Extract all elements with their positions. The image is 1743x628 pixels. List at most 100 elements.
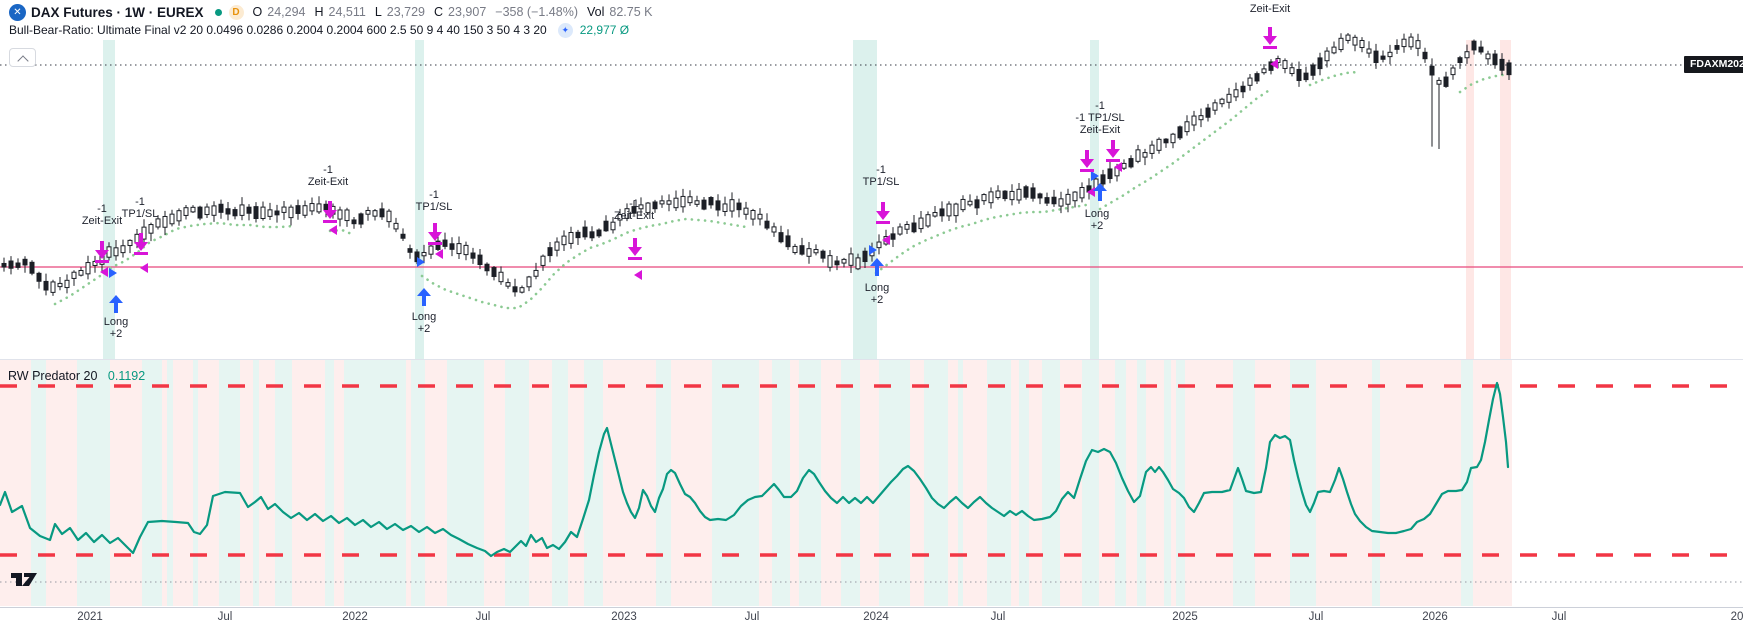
arrow-shaft	[139, 233, 143, 243]
indicator-row[interactable]: Bull-Bear-Ratio: Ultimate Final v2 20 0.…	[9, 21, 656, 39]
indicator-sparkle-icon[interactable]: ✦	[557, 22, 573, 38]
indicator-background-stripe	[253, 360, 259, 606]
indicator-background-stripe	[1276, 360, 1290, 606]
data-mode-badge[interactable]: D	[228, 4, 244, 20]
arrow-shaft	[328, 201, 332, 211]
trade-marker-label: -1 Zeit-Exit	[1249, 0, 1291, 15]
indicator-background-stripe	[13, 360, 31, 606]
entry-arrow-up-icon	[1093, 183, 1107, 202]
symbol-title[interactable]: DAX Futures · 1W · EUREX	[31, 4, 204, 20]
indicator-background-stripe	[466, 360, 476, 606]
time-axis-label: 20	[1730, 611, 1743, 623]
pane2-legend[interactable]: RW Predator 20 0.1192	[8, 369, 145, 383]
indicator-background-stripe	[362, 360, 380, 606]
indicator-background-stripe	[1331, 360, 1345, 606]
time-axis[interactable]: 2021 Jul 2022 Jul 2023 Jul 2024 Jul 2025 Jul 2026 J…	[0, 607, 1743, 628]
trade-marker-label: -1 Zeit-Exit	[307, 164, 349, 188]
indicator-background-stripe	[380, 360, 386, 606]
arrow-base	[1263, 46, 1277, 49]
arrow-shaft	[1098, 190, 1102, 201]
indicator-background-stripe	[1185, 360, 1197, 606]
arrow-shaft	[114, 302, 118, 313]
entry-arrow-up-icon	[870, 258, 884, 277]
arrow-head	[417, 288, 431, 296]
indicator-background-stripe	[325, 360, 334, 606]
indicator-background-stripe	[1398, 360, 1422, 606]
exit-arrow-down-icon	[1105, 140, 1121, 162]
indicator-title[interactable]: Bull-Bear-Ratio: Ultimate Final v2 20 0.…	[9, 23, 547, 37]
entry-triangle-icon	[417, 257, 425, 267]
session-highlight-band	[1466, 40, 1474, 360]
indicator-background-stripe	[1372, 360, 1380, 606]
symbol-row[interactable]: ✕ DAX Futures · 1W · EUREX D O 24,294 H …	[9, 3, 656, 21]
high-label: H	[314, 5, 324, 19]
exit-arrow-down-icon	[1079, 150, 1095, 172]
arrow-base	[876, 221, 890, 224]
indicator-background-stripe	[1380, 360, 1398, 606]
collapse-pane-button[interactable]	[9, 48, 36, 67]
indicator-background-stripe	[799, 360, 821, 606]
trade-marker-label: -1 TP1/SL	[121, 196, 159, 220]
indicator-background-stripe	[678, 360, 689, 606]
trade-marker-label: Long +2	[1084, 208, 1110, 232]
chevron-up-icon	[16, 54, 29, 67]
pane2-indicator-title[interactable]: RW Predator 20	[8, 369, 98, 383]
exit-triangle-icon	[882, 235, 890, 245]
indicator-background-stripe	[689, 360, 712, 606]
indicator-background-stripe	[958, 360, 963, 606]
low-label: L	[374, 5, 382, 19]
session-highlight-band	[853, 40, 877, 360]
indicator-background-stripe	[219, 360, 240, 606]
chart-legend: ✕ DAX Futures · 1W · EUREX D O 24,294 H …	[9, 3, 656, 39]
session-highlight-band	[103, 40, 115, 360]
trade-marker-label: -1 TP1/SL	[415, 189, 453, 213]
indicator-background-stripe	[46, 360, 63, 606]
indicator-background-stripe	[399, 360, 406, 606]
exit-triangle-icon	[634, 270, 642, 280]
market-status-icon[interactable]	[214, 8, 222, 16]
symbol-logo-icon: ✕	[9, 3, 26, 21]
indicator-background-stripe	[1115, 360, 1126, 606]
indicator-background-stripe	[303, 360, 325, 606]
arrow-shaft	[422, 295, 426, 306]
exit-triangle-icon	[140, 263, 148, 273]
indicator-background-stripe	[987, 360, 1011, 606]
indicator-background-stripe	[334, 360, 344, 606]
indicator-background-stripe	[156, 360, 162, 606]
arrow-head	[95, 250, 109, 259]
indicator-background-stripe	[1422, 360, 1439, 606]
indicator-background-stripe	[406, 360, 411, 606]
trade-marker-label: -1 Zeit-Exit	[81, 203, 123, 227]
arrow-head	[870, 258, 884, 266]
trade-marker-label: Long +2	[103, 316, 129, 340]
indicator-background-stripe	[1099, 360, 1115, 606]
indicator-background-stripe	[1366, 360, 1372, 606]
arrow-base	[134, 252, 148, 255]
indicator-background-stripe	[198, 360, 219, 606]
high-value: 24,511	[328, 5, 366, 19]
indicator-background-stripe	[0, 360, 13, 606]
entry-triangle-icon	[109, 268, 117, 278]
open-value: 24,294	[267, 5, 306, 19]
indicator-background-stripe	[759, 360, 772, 606]
indicator-background-stripe	[63, 360, 77, 606]
indicator-background-stripe	[1042, 360, 1060, 606]
exit-arrow-down-icon	[427, 223, 443, 245]
arrow-shaft	[433, 223, 437, 233]
indicator-background-stripe	[790, 360, 799, 606]
tradingview-logo[interactable]	[9, 570, 39, 593]
exit-arrow-down-icon	[875, 202, 891, 224]
indicator-background-stripe	[1137, 360, 1146, 606]
arrow-base	[1080, 169, 1094, 172]
exit-triangle-icon	[1087, 187, 1095, 197]
indicator-background-stripe	[1019, 360, 1029, 606]
arrow-base	[1106, 159, 1120, 162]
low-value: 23,729	[386, 5, 426, 19]
indicator-background-stripe	[726, 360, 733, 606]
indicator-background-stripe	[603, 360, 616, 606]
arrow-base	[428, 242, 442, 245]
